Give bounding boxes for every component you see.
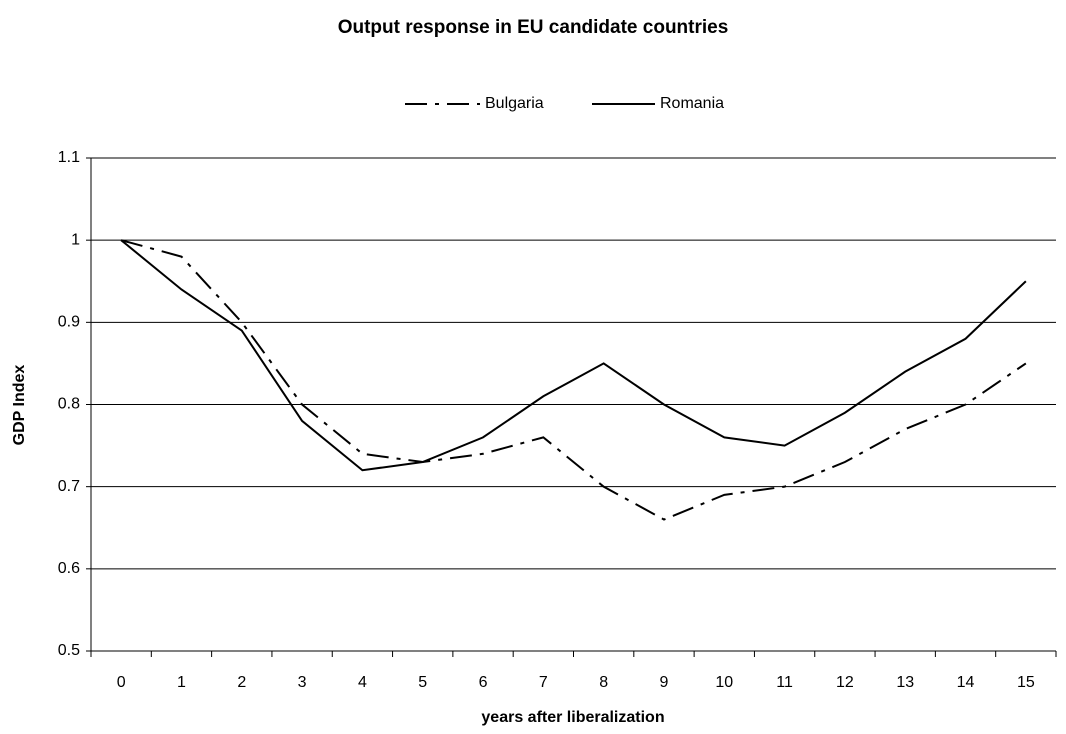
y-tick-label: 1 <box>71 231 80 248</box>
y-tick-label: 0.7 <box>58 478 80 495</box>
x-tick-label: 3 <box>298 674 307 691</box>
x-axis-title: years after liberalization <box>481 709 664 726</box>
x-tick-label: 0 <box>117 674 126 691</box>
x-tick-label: 15 <box>1017 674 1035 691</box>
x-tick-label: 4 <box>358 674 367 691</box>
x-tick-label: 12 <box>836 674 854 691</box>
x-tick-label: 13 <box>896 674 914 691</box>
y-axis-title: GDP Index <box>11 365 28 446</box>
series-line <box>120 239 1027 521</box>
x-tick-label: 2 <box>237 674 246 691</box>
x-tick-label: 8 <box>599 674 608 691</box>
y-tick-label: 0.8 <box>58 396 80 413</box>
x-tick-label: 14 <box>957 674 975 691</box>
y-tick-label: 0.6 <box>58 560 80 577</box>
x-tick-label: 1 <box>177 674 186 691</box>
x-tick-label: 10 <box>715 674 733 691</box>
y-tick-label: 0.9 <box>58 314 80 331</box>
x-tick-label: 5 <box>418 674 427 691</box>
x-tick-label: 11 <box>776 674 793 691</box>
chart-title: Output response in EU candidate countrie… <box>338 17 729 38</box>
x-tick-label: 9 <box>660 674 669 691</box>
legend-label: Bulgaria <box>485 95 544 112</box>
series-line <box>120 239 1027 472</box>
legend-label: Romania <box>660 95 724 112</box>
y-tick-label: 0.5 <box>58 642 80 659</box>
x-tick-label: 7 <box>539 674 548 691</box>
y-tick-label: 1.1 <box>58 149 80 166</box>
x-tick-label: 6 <box>479 674 488 691</box>
